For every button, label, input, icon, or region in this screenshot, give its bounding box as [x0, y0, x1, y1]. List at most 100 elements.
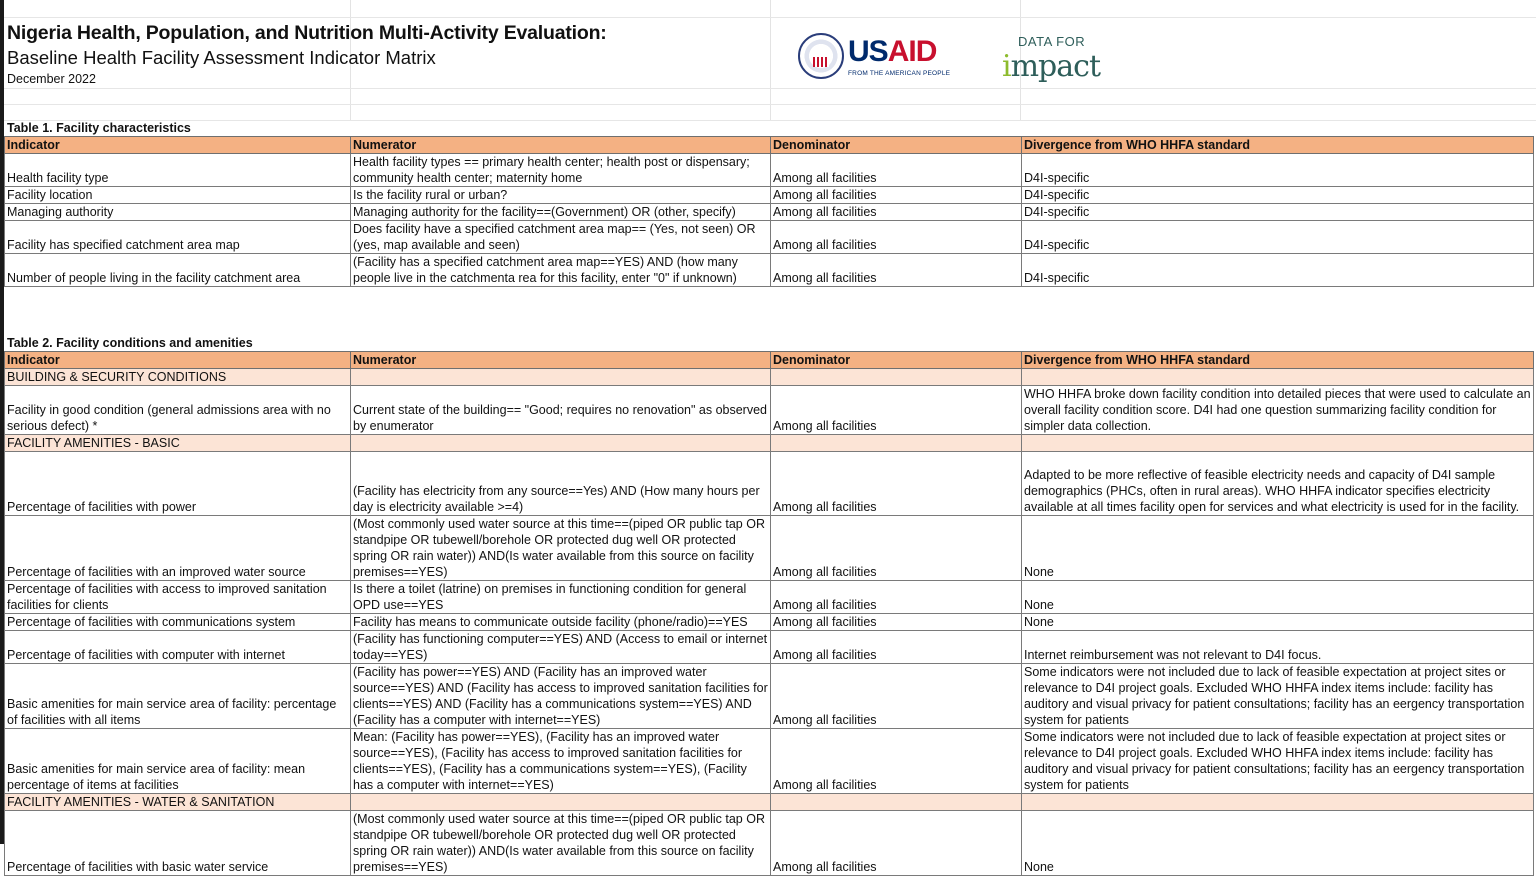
- grid-line: [4, 88, 1536, 89]
- section-cell-numerator[interactable]: [350, 793, 771, 811]
- cell-divergence[interactable]: None: [1021, 613, 1534, 631]
- table-row: Number of people living in the facility …: [4, 253, 1534, 287]
- table-row: Percentage of facilities with access to …: [4, 580, 1534, 614]
- cell-denominator[interactable]: Among all facilities: [770, 515, 1022, 581]
- document-subtitle: Baseline Health Facility Assessment Indi…: [7, 47, 436, 68]
- section-cell-denominator[interactable]: [770, 793, 1022, 811]
- cell-indicator[interactable]: Managing authority: [4, 203, 351, 221]
- cell-divergence[interactable]: None: [1021, 810, 1534, 876]
- table-row: Managing authority Managing authority for…: [4, 203, 1534, 221]
- section-cell-divergence[interactable]: [1021, 368, 1534, 386]
- cell-numerator[interactable]: (Facility has power==YES) AND (Facility …: [350, 663, 771, 729]
- cell-indicator[interactable]: Facility in good condition (general admi…: [4, 385, 351, 435]
- section-cell-denominator[interactable]: [770, 368, 1022, 386]
- cell-denominator[interactable]: Among all facilities: [770, 728, 1022, 794]
- cell-numerator[interactable]: (Facility has functioning computer==YES)…: [350, 630, 771, 664]
- grid-line: [350, 0, 351, 120]
- d4i-logo-top: DATA FOR: [1018, 34, 1086, 49]
- usaid-logo: USAID FROM THE AMERICAN PEOPLE: [798, 30, 950, 82]
- cell-numerator[interactable]: Is the facility rural or urban?: [350, 186, 771, 204]
- cell-indicator[interactable]: Number of people living in the facility …: [4, 253, 351, 287]
- section-cell-denominator[interactable]: [770, 434, 1022, 452]
- cell-numerator[interactable]: (Facility has a specified catchment area…: [350, 253, 771, 287]
- section-row: FACILITY AMENITIES - BASIC: [4, 434, 1534, 452]
- cell-indicator[interactable]: Percentage of facilities with computer w…: [4, 630, 351, 664]
- section-cell-numerator[interactable]: [350, 368, 771, 386]
- cell-divergence[interactable]: None: [1021, 580, 1534, 614]
- cell-divergence[interactable]: Some indicators were not included due to…: [1021, 663, 1534, 729]
- cell-divergence[interactable]: D4I-specific: [1021, 220, 1534, 254]
- cell-indicator[interactable]: Health facility type: [4, 153, 351, 187]
- cell-numerator[interactable]: (Most commonly used water source at this…: [350, 810, 771, 876]
- usaid-wordmark-aid: AID: [887, 34, 938, 68]
- cell-denominator[interactable]: Among all facilities: [770, 153, 1022, 187]
- usaid-wordmark-us: US: [848, 34, 889, 68]
- document-date: December 2022: [7, 72, 96, 86]
- grid-line: [770, 0, 771, 120]
- section-cell-indicator[interactable]: FACILITY AMENITIES - WATER & SANITATION: [4, 793, 351, 811]
- cell-denominator[interactable]: Among all facilities: [770, 810, 1022, 876]
- table-header-row: Indicator Numerator Denominator Divergence …: [4, 136, 1534, 154]
- column-header-indicator: Indicator: [4, 136, 351, 154]
- cell-indicator[interactable]: Percentage of facilities with access to …: [4, 580, 351, 614]
- grid-line: [4, 17, 1536, 18]
- cell-indicator[interactable]: Basic amenities for main service area of…: [4, 663, 351, 729]
- cell-numerator[interactable]: Facility has means to communicate outsid…: [350, 613, 771, 631]
- section-cell-numerator[interactable]: [350, 434, 771, 452]
- cell-numerator[interactable]: Current state of the building== "Good; r…: [350, 385, 771, 435]
- section-cell-divergence[interactable]: [1021, 793, 1534, 811]
- table-row: Basic amenities for main service area of…: [4, 663, 1534, 729]
- cell-divergence[interactable]: D4I-specific: [1021, 153, 1534, 187]
- cell-denominator[interactable]: Among all facilities: [770, 253, 1022, 287]
- cell-indicator[interactable]: Facility location: [4, 186, 351, 204]
- cell-indicator[interactable]: Facility has specified catchment area ma…: [4, 220, 351, 254]
- cell-denominator[interactable]: Among all facilities: [770, 385, 1022, 435]
- cell-denominator[interactable]: Among all facilities: [770, 613, 1022, 631]
- cell-divergence[interactable]: Adapted to be more reflective of feasibl…: [1021, 451, 1534, 516]
- section-cell-indicator[interactable]: BUILDING & SECURITY CONDITIONS: [4, 368, 351, 386]
- column-header-divergence: Divergence from WHO HHFA standard: [1021, 351, 1534, 369]
- cell-numerator[interactable]: (Most commonly used water source at this…: [350, 515, 771, 581]
- usaid-seal-icon: [798, 33, 844, 79]
- cell-indicator[interactable]: Percentage of facilities with basic wate…: [4, 810, 351, 876]
- cell-denominator[interactable]: Among all facilities: [770, 630, 1022, 664]
- cell-numerator[interactable]: Managing authority for the facility==(Go…: [350, 203, 771, 221]
- cell-divergence[interactable]: WHO HHFA broke down facility condition i…: [1021, 385, 1534, 435]
- usaid-tagline: FROM THE AMERICAN PEOPLE: [848, 69, 951, 77]
- cell-numerator[interactable]: Is there a toilet (latrine) on premises …: [350, 580, 771, 614]
- cell-numerator[interactable]: Health facility types == primary health …: [350, 153, 771, 187]
- cell-divergence[interactable]: D4I-specific: [1021, 203, 1534, 221]
- table-row: Facility location Is the facility rural o…: [4, 186, 1534, 204]
- data-for-impact-logo: DATA FOR impact: [1002, 34, 1101, 85]
- cell-divergence[interactable]: None: [1021, 515, 1534, 581]
- column-header-denominator: Denominator: [770, 136, 1022, 154]
- cell-divergence[interactable]: D4I-specific: [1021, 186, 1534, 204]
- cell-denominator[interactable]: Among all facilities: [770, 203, 1022, 221]
- column-header-numerator: Numerator: [350, 351, 771, 369]
- section-row: BUILDING & SECURITY CONDITIONS: [4, 368, 1534, 386]
- section-row: FACILITY AMENITIES - WATER & SANITATION: [4, 793, 1534, 811]
- cell-denominator[interactable]: Among all facilities: [770, 663, 1022, 729]
- column-header-denominator: Denominator: [770, 351, 1022, 369]
- cell-indicator[interactable]: Percentage of facilities with an improve…: [4, 515, 351, 581]
- cell-denominator[interactable]: Among all facilities: [770, 580, 1022, 614]
- cell-divergence[interactable]: Some indicators were not included due to…: [1021, 728, 1534, 794]
- document-title: Nigeria Health, Population, and Nutritio…: [7, 22, 607, 44]
- table2-facility-conditions: Indicator Numerator Denominator Divergence …: [4, 351, 1534, 876]
- cell-denominator[interactable]: Among all facilities: [770, 186, 1022, 204]
- cell-numerator[interactable]: Does facility have a specified catchment…: [350, 220, 771, 254]
- cell-divergence[interactable]: D4I-specific: [1021, 253, 1534, 287]
- cell-indicator[interactable]: Basic amenities for main service area of…: [4, 728, 351, 794]
- cell-divergence[interactable]: Internet reimbursement was not relevant …: [1021, 630, 1534, 664]
- cell-numerator[interactable]: Mean: (Facility has power==YES), (Facili…: [350, 728, 771, 794]
- table-row: Facility has specified catchment area ma…: [4, 220, 1534, 254]
- cell-denominator[interactable]: Among all facilities: [770, 220, 1022, 254]
- section-cell-indicator[interactable]: FACILITY AMENITIES - BASIC: [4, 434, 351, 452]
- cell-indicator[interactable]: Percentage of facilities with power: [4, 451, 351, 516]
- cell-indicator[interactable]: Percentage of facilities with communicat…: [4, 613, 351, 631]
- cell-numerator[interactable]: (Facility has electricity from any sourc…: [350, 451, 771, 516]
- d4i-logo-main: mpact: [1010, 49, 1101, 84]
- cell-denominator[interactable]: Among all facilities: [770, 451, 1022, 516]
- section-cell-divergence[interactable]: [1021, 434, 1534, 452]
- table1-facility-characteristics: Indicator Numerator Denominator Divergence …: [4, 136, 1534, 287]
